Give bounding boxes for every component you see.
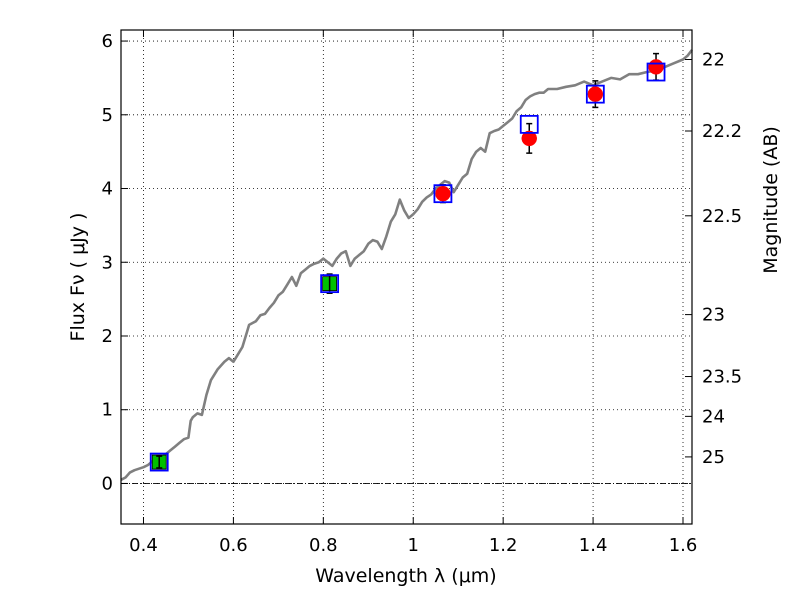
x-tick-label: 1.4 [579, 535, 608, 556]
y-tick-label: 4 [102, 179, 113, 200]
observed-nir-point [587, 86, 604, 102]
y2-tick-label: 22.5 [702, 206, 742, 227]
right-axis-label: Magnitude (AB) [760, 126, 782, 274]
x-tick-label: 1.2 [489, 535, 518, 556]
model-photometry-point [149, 452, 169, 472]
x-tick-label: 1 [408, 535, 419, 556]
y-tick-label: 5 [102, 105, 113, 126]
y2-tick-label: 23 [702, 305, 725, 326]
model-photometry-point [433, 184, 453, 204]
tick-labels-layer: 0.4 0.6 0.8 1 1.2 1.4 1.601234562222.222.52323… [102, 31, 743, 556]
y2-tick-label: 22 [702, 49, 725, 70]
x-tick-label: 1.6 [669, 535, 698, 556]
x-tick-label: 0.6 [219, 535, 248, 556]
y-tick-label: 1 [102, 400, 113, 421]
y-tick-label: 3 [102, 252, 113, 273]
y2-tick-label: 23.5 [702, 367, 742, 388]
model-spectrum-line [120, 49, 694, 481]
model-photometry-point [646, 62, 666, 82]
y-axis-label: Flux Fν ( μJy ) [67, 213, 89, 342]
y2-tick-label: 25 [702, 447, 725, 468]
y-tick-label: 0 [102, 473, 113, 494]
observed-nir-point [521, 130, 537, 147]
y2-tick-label: 24 [702, 406, 725, 427]
plot-frame [120, 29, 693, 525]
grid [121, 30, 692, 524]
y-tick-label: 2 [102, 326, 113, 347]
x-tick-label: 0.4 [129, 535, 158, 556]
points-layer [149, 52, 666, 472]
x-axis-label: Wavelength λ (μm) [315, 565, 496, 587]
ticks-layer [121, 30, 692, 524]
model-photometry-point [519, 114, 539, 134]
spectrum-layer [120, 49, 694, 481]
x-tick-label: 0.8 [309, 535, 338, 556]
model-photometry-point [585, 84, 605, 104]
y-tick-label: 6 [102, 31, 113, 52]
model-photometry-point [320, 274, 340, 294]
y2-tick-label: 22.2 [702, 121, 742, 142]
observed-nir-point [435, 185, 451, 202]
observed-nir-point [648, 59, 664, 75]
